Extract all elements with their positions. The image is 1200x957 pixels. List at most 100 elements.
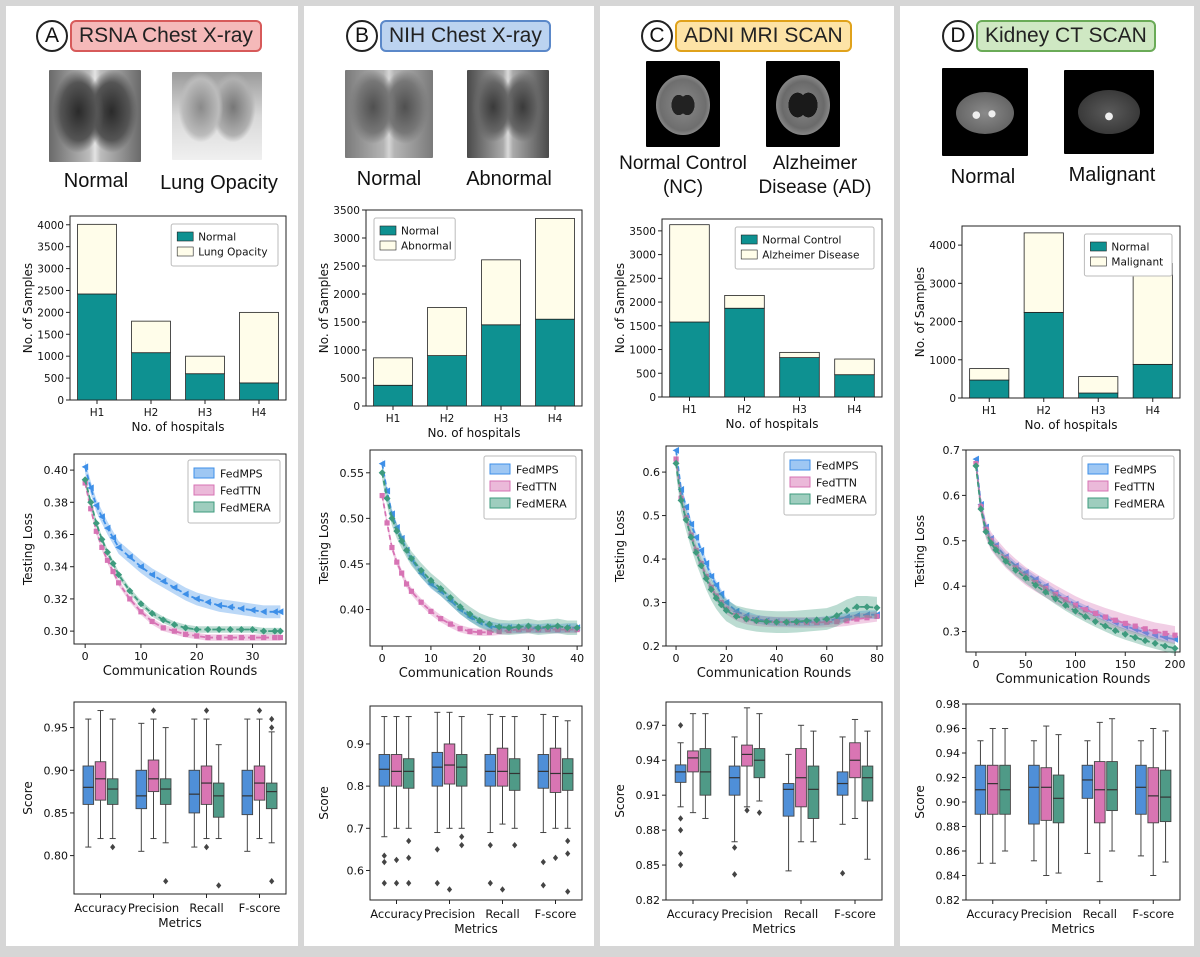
- y-tick-label: 0.94: [636, 754, 661, 767]
- y-axis-label: Testing Loss: [21, 513, 35, 586]
- point-fedmera: [1052, 595, 1060, 603]
- point-fedmera: [742, 615, 750, 623]
- point-fedmps: [712, 581, 720, 589]
- point-fedttn: [854, 616, 860, 622]
- point-fedttn: [384, 520, 390, 526]
- x-tick-label: 10: [134, 650, 148, 663]
- outlier-point: [499, 886, 506, 893]
- y-tick-label: 0.82: [936, 894, 961, 907]
- y-tick-label: 0.45: [340, 558, 365, 571]
- bar-malignant: [969, 368, 1010, 381]
- outlier-point: [381, 852, 387, 859]
- outlier-point: [540, 858, 546, 866]
- panel-a: A RSNA Chest X-ray Normal Lung Opacity N…: [6, 6, 298, 946]
- legend-swatch: [1087, 497, 1109, 509]
- point-fedmps: [159, 577, 167, 585]
- plot-frame: [73, 453, 287, 645]
- bar-normal: [1023, 311, 1064, 399]
- legend-swatch: [193, 484, 215, 496]
- x-axis-label: No. of hospitals: [132, 420, 225, 434]
- point-fedttn: [171, 628, 178, 634]
- point-fedttn: [403, 581, 410, 587]
- y-tick-label: 2000: [333, 289, 360, 301]
- point-fedmps: [137, 563, 144, 571]
- point-fedmera: [505, 624, 513, 632]
- box-fedmps: [1135, 764, 1147, 815]
- point-fedttn: [1082, 607, 1089, 613]
- point-fedmera: [495, 623, 503, 631]
- box-fedmps: [431, 751, 444, 787]
- box-fedmps: [1081, 764, 1094, 799]
- panel-c-bar-chart: No. of Samples 0 500 1000 1500 2000 2500 3000 35…: [613, 218, 883, 431]
- box-fedttn: [200, 765, 213, 805]
- x-tick-label: H2: [440, 413, 455, 425]
- point-fedttn: [844, 618, 850, 624]
- point-fedmera: [393, 527, 401, 535]
- point-fedttn: [88, 506, 94, 512]
- point-fedmera: [843, 606, 851, 614]
- point-fedmera: [476, 616, 484, 624]
- panel-d-score-chart: Score 0.82 0.84 0.86 0.88 0.90 0.92 0.94 0.96 0.9…: [913, 698, 1181, 936]
- point-fedmera: [115, 571, 123, 579]
- point-fedmera: [182, 624, 190, 632]
- outlier-point: [731, 871, 738, 878]
- y-tick-label: 0.6: [643, 466, 661, 479]
- x-tick-label: H1: [386, 413, 401, 425]
- point-fedmera: [563, 624, 571, 632]
- outlier-point: [756, 809, 763, 816]
- panel-b: B NIH Chest X-ray Normal Abnormal No. of…: [304, 6, 594, 946]
- point-fedmera: [237, 626, 245, 634]
- box-fedttn: [549, 747, 562, 793]
- y-tick-label: 3500: [333, 205, 360, 217]
- panel-d-normal-label: Normal: [950, 166, 1016, 188]
- point-fedmera: [1151, 639, 1159, 647]
- point-fedmera: [193, 626, 201, 634]
- panel-c-loss-chart: Testing Loss 0.2 0.3 0.4 0.5 0.6 0 20 40 60 80 Comm…: [613, 445, 884, 681]
- panel-b-score-chart: Score 0.6 0.7 0.8 0.9 Accuracy Precision Recall…: [317, 705, 583, 936]
- point-fedmps: [260, 608, 267, 616]
- legend-label: Malignant: [1111, 257, 1163, 269]
- point-fedmps: [692, 533, 700, 541]
- x-tick-label: 60: [820, 652, 834, 665]
- x-tick-label: Recall: [189, 901, 223, 915]
- y-axis-label: No. of Samples: [317, 263, 331, 353]
- legend-label: FedMPS: [516, 464, 559, 477]
- y-tick-label: 0.95: [44, 722, 69, 735]
- legend-label: FedTTN: [516, 481, 557, 494]
- point-fedttn: [1112, 617, 1118, 623]
- x-tick-label: Accuracy: [370, 907, 423, 921]
- point-fedmps: [237, 605, 245, 613]
- panel-b-bar-chart: No. of Samples 0 500 1000 1500 2000 2500 3000 35…: [317, 205, 583, 440]
- bar-abnormal: [535, 217, 575, 320]
- point-fedmera: [249, 626, 257, 634]
- point-fedmera: [762, 618, 770, 626]
- outlier-point: [677, 861, 684, 869]
- panel-b-normal-image: [345, 70, 433, 158]
- panel-d-bar-chart: No. of Samples 0 1000 2000 3000 4000 H1 H2 H3 H4 N…: [913, 225, 1181, 432]
- y-tick-label: 0.97: [636, 719, 661, 732]
- box-fedttn: [1147, 767, 1160, 824]
- legend-label: Normal Control: [762, 235, 841, 247]
- bar-normal: [373, 384, 413, 407]
- plot-frame: [369, 705, 583, 901]
- y-axis-label: Testing Loss: [613, 510, 627, 583]
- legend-label: Abnormal: [401, 241, 452, 253]
- x-tick-label: 0: [82, 650, 89, 663]
- x-tick-label: H2: [144, 407, 159, 419]
- plot-frame: [665, 701, 883, 901]
- panel-a-bar-chart: No. of Samples 0 500 1000 1500 2000 2500 3000 35…: [21, 215, 287, 434]
- point-fedttn: [1122, 620, 1128, 627]
- y-tick-label: 0.96: [936, 723, 961, 736]
- point-fedmps: [204, 598, 211, 606]
- point-fedmera: [403, 546, 411, 554]
- outlier-point: [203, 843, 210, 851]
- point-fedmera: [271, 627, 279, 635]
- point-fedmera: [554, 622, 562, 630]
- x-tick-label: Recall: [1083, 907, 1117, 921]
- point-fedmps: [276, 608, 284, 616]
- point-fedmera: [692, 549, 700, 557]
- point-fedmera: [1171, 644, 1179, 652]
- panel-a-lung-opacity-image: [172, 72, 262, 160]
- outlier-point: [565, 850, 571, 857]
- box-fedmps: [135, 769, 148, 810]
